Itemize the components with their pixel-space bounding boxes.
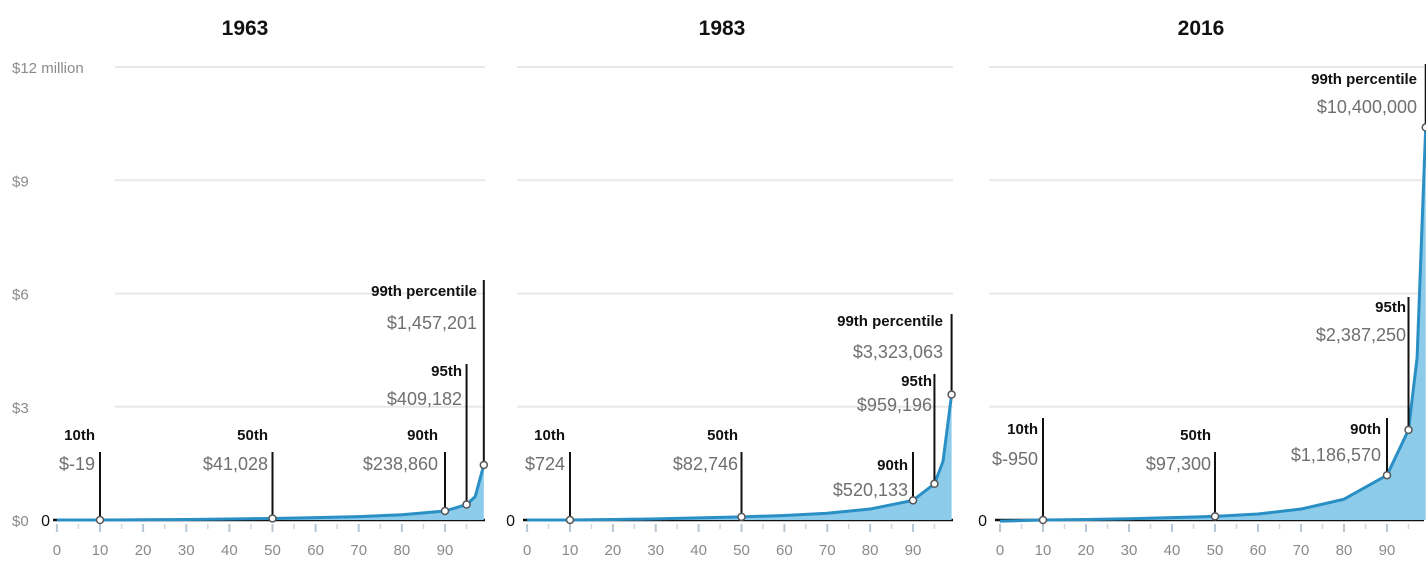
percentile-value: $1,457,201	[387, 313, 477, 333]
x-tick-label: 50	[733, 542, 750, 559]
x-tick-label: 80	[862, 542, 879, 559]
marker-point	[737, 512, 746, 522]
percentile-value: $-950	[992, 449, 1038, 469]
percentile-label: 90th	[877, 457, 908, 474]
x-tick-label: 30	[1121, 542, 1138, 559]
percentile-value: $97,300	[1146, 454, 1211, 474]
x-tick-label: 80	[1336, 542, 1353, 559]
x-tick-label: 60	[776, 542, 793, 559]
x-tick-label: 90	[437, 542, 454, 559]
x-tick-label: 10	[92, 542, 109, 559]
percentile-label: 90th	[1350, 421, 1381, 438]
percentile-label: 95th	[431, 363, 462, 380]
percentile-label: 50th	[1180, 427, 1211, 444]
percentile-value: $959,196	[857, 395, 932, 415]
percentile-value: $409,182	[387, 389, 462, 409]
x-tick-label: 70	[1293, 542, 1310, 559]
percentile-value: $41,028	[203, 454, 268, 474]
panel-2016: 2016 00 10 20 30 40 50 60 70 80 90 10th $-950 50th $97…	[978, 17, 1426, 559]
percentile-value: $10,400,000	[1317, 97, 1417, 117]
percentile-label: 10th	[1007, 421, 1038, 438]
x-tick-label: 20	[605, 542, 622, 559]
marker-point	[268, 514, 277, 523]
panel-title: 1983	[699, 17, 746, 40]
x-tick-label: 0	[53, 542, 61, 559]
percentile-value: $3,323,063	[853, 342, 943, 362]
series-area	[527, 394, 952, 520]
x-tick-label: 50	[264, 542, 281, 559]
marker-point	[479, 460, 489, 470]
x-tick-label: 40	[690, 542, 707, 559]
y-tick-label: $6	[12, 287, 29, 304]
percentile-value: $2,387,250	[1316, 325, 1406, 345]
percentile-label: 90th	[407, 427, 438, 444]
percentile-value: $1,186,570	[1291, 445, 1381, 465]
percentile-label: 99th percentile	[371, 283, 477, 300]
x-tick-label: 10	[562, 542, 579, 559]
x-tick-label: 80	[394, 542, 411, 559]
x-tick-label: 60	[307, 542, 324, 559]
marker-point	[1382, 470, 1392, 480]
y-tick-label: $12 million	[12, 60, 84, 77]
series-area	[1000, 127, 1426, 522]
zero-label: 0	[41, 513, 50, 530]
x-tick-label: 70	[819, 542, 836, 559]
x-tick-label: 70	[350, 542, 367, 559]
marker-point	[565, 515, 575, 525]
x-tick-label: 0	[523, 542, 531, 559]
percentile-label: 10th	[534, 427, 565, 444]
panel-1983: 1983 00 10 20 30 40 50 60 70 80 90 10th $724 50th $82,…	[506, 17, 956, 559]
percentile-label: 50th	[707, 427, 738, 444]
marker-point	[462, 500, 471, 509]
x-tick-label: 90	[905, 542, 922, 559]
percentile-value: $724	[525, 454, 565, 474]
percentile-value: $238,860	[363, 454, 438, 474]
percentile-label: 50th	[237, 427, 268, 444]
x-tick-label: 30	[647, 542, 664, 559]
percentile-label: 95th	[901, 373, 932, 390]
percentile-label: 99th percentile	[1311, 71, 1417, 88]
marker-point	[1421, 123, 1426, 132]
marker-point	[95, 515, 105, 525]
x-tick-label: 40	[221, 542, 238, 559]
marker-point	[947, 390, 956, 399]
percentile-label: 99th percentile	[837, 313, 943, 330]
x-tick-label: 0	[996, 542, 1004, 559]
percentile-label: 95th	[1375, 299, 1406, 316]
x-tick-label: 40	[1164, 542, 1181, 559]
x-tick-label: 30	[178, 542, 195, 559]
marker-point	[930, 479, 939, 489]
percentile-value: $520,133	[833, 480, 908, 500]
zero-label: 0	[506, 513, 515, 530]
x-tick-label: 10	[1035, 542, 1052, 559]
x-tick-label: 20	[1078, 542, 1095, 559]
y-tick-label: $0	[12, 513, 29, 530]
panel-title: 2016	[1178, 17, 1225, 40]
panel-1963: 1963 $0 $3 $6 $9 $12 million 00 10 20 30 40 50 60 70 8…	[12, 17, 489, 559]
marker-point	[1404, 425, 1413, 435]
x-tick-label: 90	[1379, 542, 1396, 559]
marker-point	[1210, 512, 1220, 521]
x-tick-label: 20	[135, 542, 152, 559]
percentile-value: $82,746	[673, 454, 738, 474]
y-tick-label: $3	[12, 400, 29, 417]
percentile-label: 10th	[64, 427, 95, 444]
series-area	[56, 464, 484, 521]
marker-point	[908, 496, 918, 505]
percentile-value: $-19	[59, 454, 95, 474]
marker-point	[440, 506, 450, 516]
y-tick-label: $9	[12, 173, 29, 190]
marker-point	[1038, 515, 1048, 525]
x-tick-label: 60	[1250, 542, 1267, 559]
panel-title: 1963	[222, 17, 269, 40]
zero-label: 0	[978, 513, 987, 530]
x-tick-label: 50	[1207, 542, 1224, 559]
